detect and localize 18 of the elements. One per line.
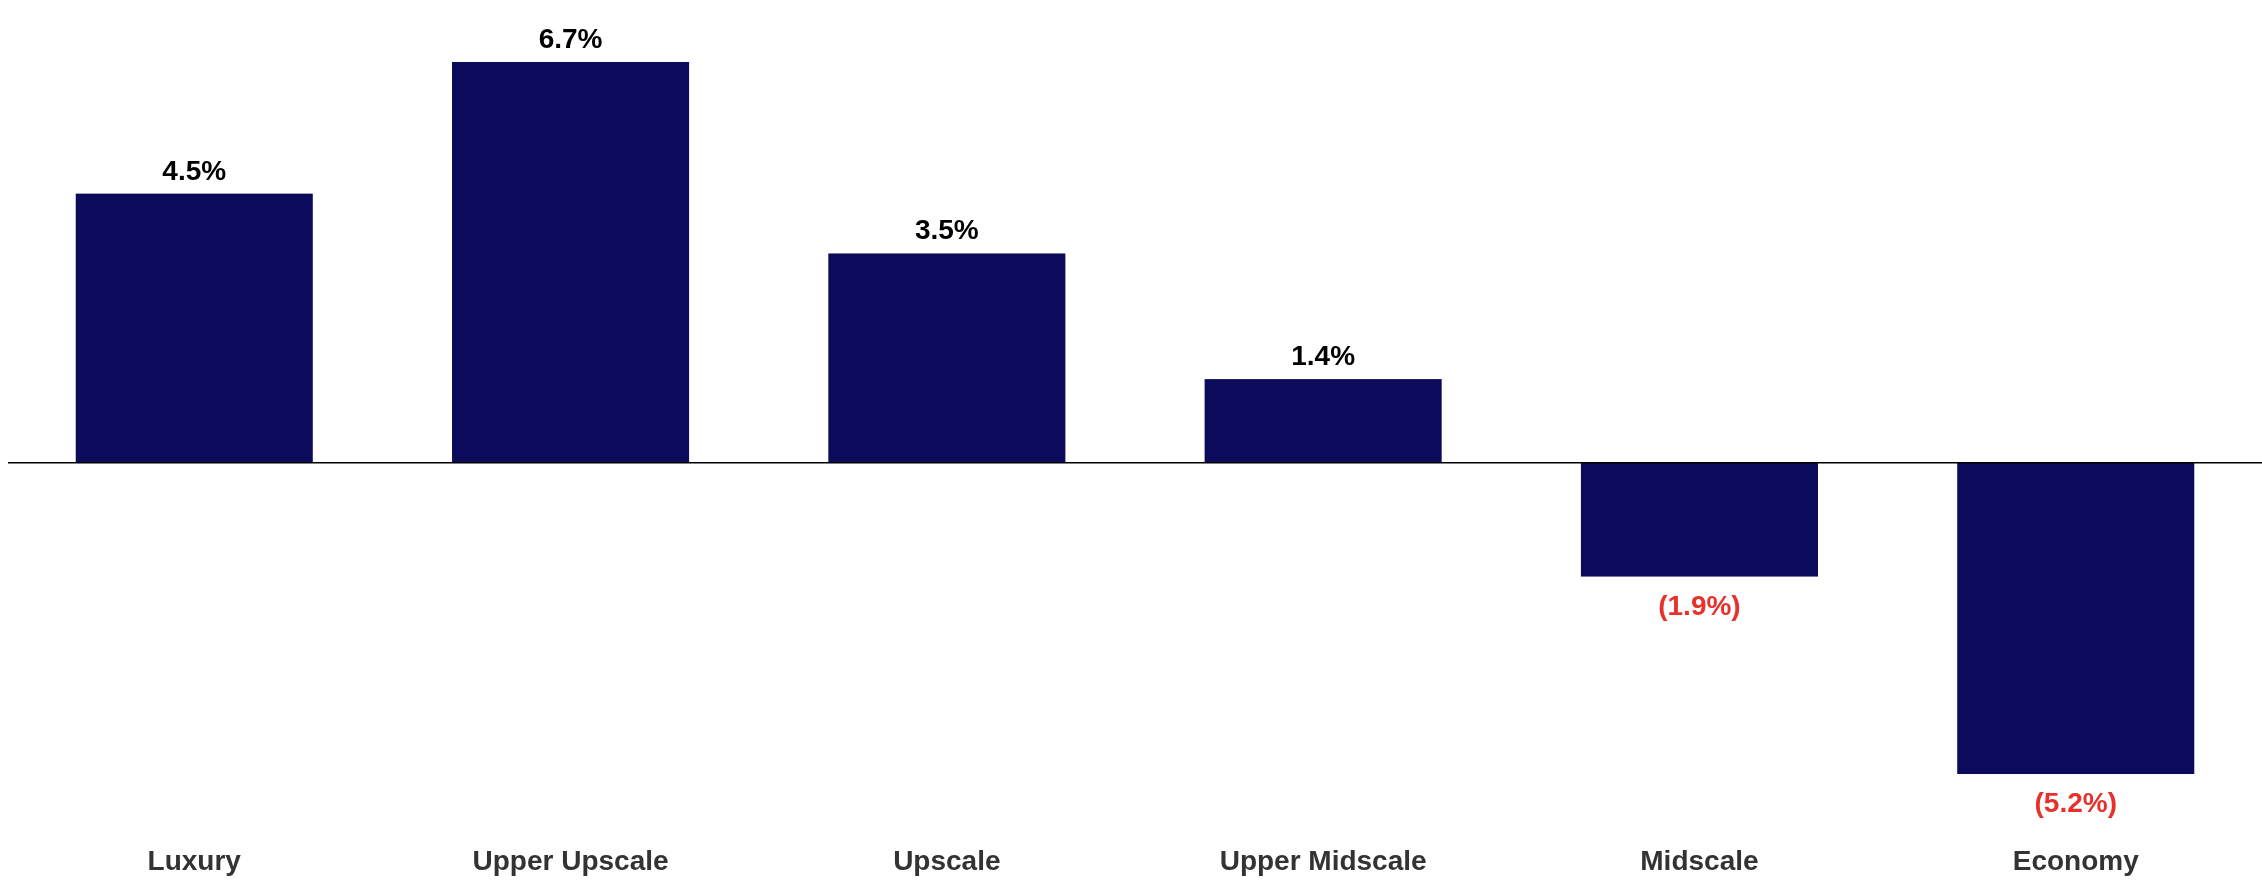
x-tick-label: Economy bbox=[2012, 845, 2140, 876]
x-tick-label: Upper Upscale bbox=[472, 845, 669, 876]
bar bbox=[828, 253, 1066, 463]
bar bbox=[1957, 462, 2195, 774]
data-label: (5.2%) bbox=[2034, 787, 2117, 818]
x-tick-label: Upscale bbox=[893, 845, 1001, 876]
data-label: 1.4% bbox=[1291, 340, 1356, 372]
data-label: 6.7% bbox=[538, 23, 603, 54]
bar bbox=[1580, 462, 1818, 577]
bar bbox=[452, 62, 690, 463]
bar bbox=[75, 193, 313, 463]
data-label: 3.5% bbox=[914, 214, 979, 246]
data-label: (1.9%) bbox=[1658, 589, 1741, 621]
x-tick-label: Upper Midscale bbox=[1219, 845, 1427, 876]
data-label: 4.5% bbox=[162, 154, 227, 186]
x-tick-label: Midscale bbox=[1640, 845, 1759, 876]
bar bbox=[1204, 379, 1442, 463]
x-tick-label: Luxury bbox=[147, 845, 242, 876]
